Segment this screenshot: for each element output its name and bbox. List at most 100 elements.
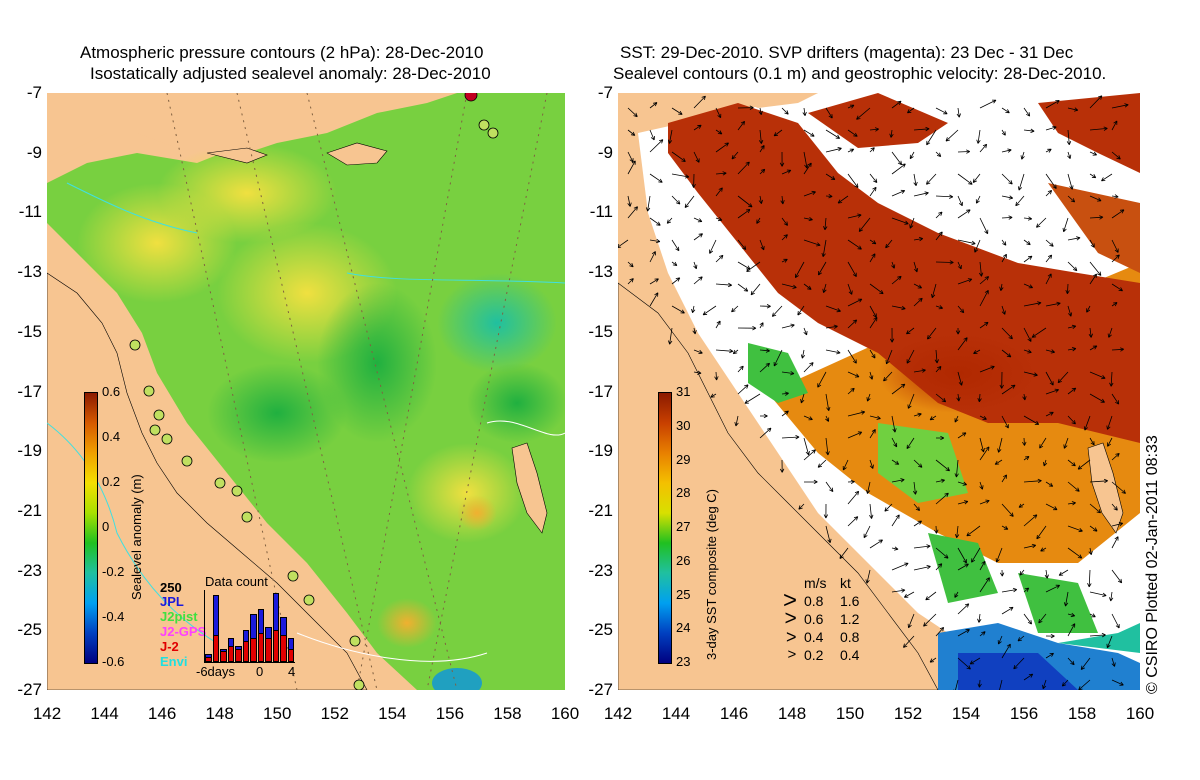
velocity-arrow bbox=[803, 216, 813, 222]
copyright-notice: © CSIRO Plotted 02-Jan-2011 08:33 bbox=[1144, 435, 1161, 694]
velocity-arrow bbox=[957, 500, 969, 505]
velocity-arrow bbox=[847, 213, 862, 219]
colorbar-tick-label: -0.6 bbox=[102, 654, 125, 669]
x-tick-label: 154 bbox=[378, 704, 407, 723]
velocity-arrow bbox=[847, 148, 855, 153]
x-tick-label: 150 bbox=[835, 704, 865, 723]
velocity-arrow bbox=[1089, 393, 1105, 403]
velocity-arrow bbox=[927, 327, 937, 340]
velocity-arrow bbox=[780, 195, 785, 205]
velocity-arrow bbox=[979, 217, 989, 235]
velocity-arrow bbox=[823, 503, 829, 519]
velocity-arrow bbox=[759, 239, 765, 251]
velocity-arrow bbox=[759, 168, 766, 175]
velocity-arrow bbox=[758, 129, 764, 144]
velocity-arrow bbox=[1045, 652, 1054, 659]
velocity-arrow bbox=[956, 393, 961, 402]
velocity-arrow bbox=[1045, 388, 1059, 395]
velocity-arrow bbox=[1089, 632, 1106, 638]
velocity-arrow bbox=[1089, 591, 1107, 597]
velocity-arrow bbox=[889, 327, 895, 343]
velocity-arrow bbox=[1078, 679, 1091, 690]
y-tick-label: -27 bbox=[17, 680, 42, 699]
velocity-arrow bbox=[847, 371, 860, 378]
velocity-arrow bbox=[1067, 173, 1074, 190]
velocity-arrow bbox=[957, 305, 965, 314]
velocity-arrow bbox=[913, 236, 924, 242]
velocity-arrow bbox=[822, 283, 827, 293]
velocity-arrow bbox=[781, 371, 795, 376]
velocity-arrow bbox=[891, 437, 898, 448]
velocity-arrow bbox=[869, 429, 876, 439]
velocity-arrow bbox=[1089, 345, 1098, 351]
colorbar-tick-label: 0.4 bbox=[102, 429, 121, 444]
velocity-arrow bbox=[1045, 481, 1054, 487]
velocity-arrow bbox=[979, 499, 990, 505]
y-tick-label: -23 bbox=[588, 560, 613, 580]
velocity-arrow bbox=[978, 261, 984, 277]
velocity-arrow bbox=[913, 565, 931, 571]
velocity-arrow bbox=[1111, 209, 1125, 219]
velocity-arrow bbox=[957, 261, 962, 270]
velocity-arrow bbox=[1111, 393, 1120, 405]
velocity-arrow bbox=[1045, 349, 1055, 354]
velocity-arrow bbox=[649, 129, 655, 141]
velocity-arrow bbox=[856, 107, 871, 120]
velocity-arrow bbox=[1111, 347, 1125, 352]
velocity-arrow bbox=[1023, 107, 1031, 117]
x-tick-label: 144 bbox=[661, 704, 691, 723]
velocity-arrow bbox=[671, 261, 678, 266]
velocity-arrow bbox=[954, 525, 960, 539]
velocity-arrow bbox=[999, 371, 1004, 389]
histogram-bar-j2 bbox=[280, 635, 287, 662]
velocity-arrow bbox=[997, 437, 1003, 453]
velocity-arrow bbox=[737, 209, 751, 219]
velocity-arrow bbox=[994, 459, 1003, 465]
velocity-arrow bbox=[1023, 301, 1042, 307]
velocity-arrow bbox=[979, 437, 985, 453]
y-tick-label: -7 bbox=[597, 83, 613, 102]
x-tick-label: 158 bbox=[1067, 704, 1097, 723]
velocity-arrow bbox=[999, 679, 1003, 690]
x-tick-label: 154 bbox=[951, 704, 981, 723]
velocity-arrow bbox=[913, 544, 931, 549]
colorbar-tick-label: 0.6 bbox=[102, 384, 121, 399]
velocity-arrow bbox=[781, 283, 797, 289]
velocity-arrow bbox=[666, 217, 673, 224]
velocity-arrow bbox=[1023, 514, 1038, 527]
velocity-arrow bbox=[913, 503, 920, 511]
velocity-arrow bbox=[1111, 536, 1119, 549]
velocity-arrow bbox=[1001, 129, 1006, 136]
velocity-arrow bbox=[779, 151, 785, 167]
velocity-legend: m/s kt >0.8 1.6 >0.6 1.2 >0.4 0.8 >0.2 0.4 bbox=[778, 575, 888, 665]
histogram-bar-j2 bbox=[212, 635, 219, 662]
x-tick-label: 148 bbox=[205, 704, 234, 723]
velocity-arrow bbox=[1042, 679, 1047, 690]
velocity-arrow bbox=[869, 539, 883, 549]
velocity-arrow bbox=[781, 217, 788, 226]
left-title-line1: Atmospheric pressure contours (2 hPa): 2… bbox=[80, 43, 484, 62]
velocity-arrow bbox=[1001, 239, 1007, 246]
velocity-arrow bbox=[979, 143, 988, 153]
histogram-bar-j2 bbox=[205, 656, 212, 662]
velocity-arrow bbox=[907, 393, 915, 409]
velocity-arrow bbox=[649, 139, 664, 153]
velocity-arrow bbox=[781, 169, 792, 175]
velocity-arrow bbox=[954, 459, 959, 478]
velocity-arrow bbox=[979, 631, 986, 637]
velocity-arrow bbox=[817, 371, 827, 388]
velocity-arrow bbox=[889, 129, 894, 138]
velocity-arrow bbox=[1023, 128, 1035, 133]
velocity-arrow bbox=[925, 591, 937, 601]
velocity-arrow bbox=[737, 105, 754, 110]
velocity-arrow bbox=[803, 190, 816, 197]
velocity-arrow bbox=[627, 278, 634, 285]
velocity-arrow bbox=[891, 383, 906, 395]
y-tick-label: -19 bbox=[17, 441, 42, 461]
velocity-arrow bbox=[649, 251, 656, 263]
velocity-arrow bbox=[825, 305, 841, 313]
velocity-arrow bbox=[847, 173, 859, 188]
velocity-arrow bbox=[1063, 591, 1069, 607]
velocity-arrow-sample: > bbox=[786, 627, 797, 647]
velocity-arrow bbox=[1067, 623, 1076, 637]
